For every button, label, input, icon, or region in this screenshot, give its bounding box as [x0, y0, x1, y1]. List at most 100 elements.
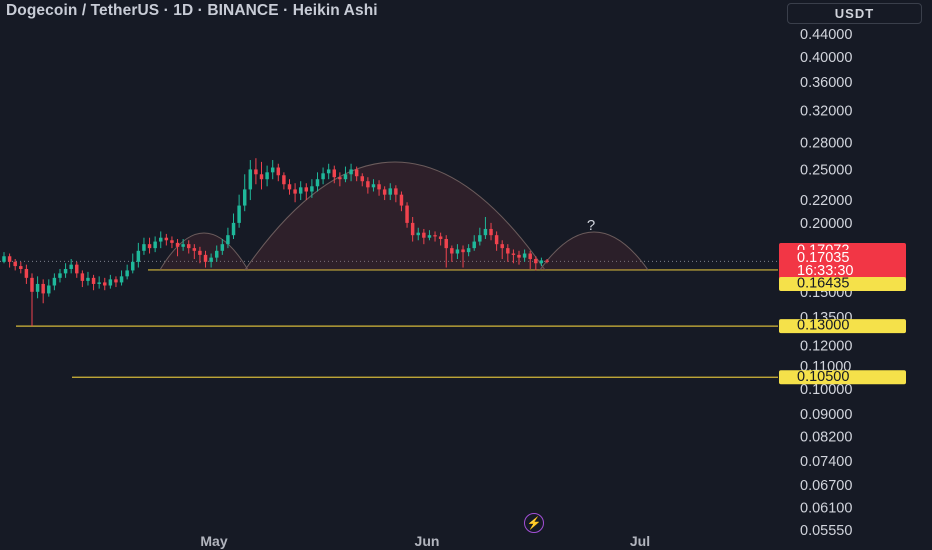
candle: [203, 250, 208, 268]
left-shoulder-arc: [159, 232, 249, 271]
candle-body: [545, 260, 549, 262]
candle-body: [444, 238, 448, 249]
candle: [433, 231, 437, 242]
candle-body: [19, 266, 23, 269]
candle-body: [147, 244, 152, 249]
candle-body: [326, 169, 331, 174]
candle-body: [506, 248, 510, 254]
candle: [19, 261, 23, 274]
candle-body: [114, 279, 118, 283]
candle: [187, 240, 191, 254]
y-tick-label: 0.05550: [800, 523, 852, 539]
candle-body: [142, 244, 146, 251]
candle-body: [478, 235, 482, 242]
candle-body: [192, 248, 197, 251]
candle: [24, 264, 29, 284]
candle: [298, 181, 303, 201]
candle: [472, 235, 476, 251]
candle-body: [108, 279, 113, 286]
candle: [438, 232, 443, 246]
candle-body: [265, 172, 269, 180]
candle: [242, 174, 247, 212]
annotation-question-mark: ?: [587, 217, 595, 234]
candle-body: [242, 189, 247, 206]
candle-body: [366, 181, 370, 188]
candle: [506, 244, 510, 262]
candle-body: [119, 276, 124, 283]
candle: [332, 165, 337, 184]
candle-body: [170, 240, 174, 243]
candle: [534, 256, 538, 271]
candle: [360, 173, 364, 187]
y-tick-label: 0.06700: [800, 478, 852, 494]
candle: [86, 271, 90, 286]
candle: [422, 228, 426, 245]
candle-body: [310, 186, 314, 192]
candle-body: [52, 277, 57, 286]
candle-body: [438, 236, 443, 239]
candle: [276, 163, 281, 182]
flash-icon[interactable]: ⚡: [524, 513, 544, 533]
candle: [231, 213, 236, 239]
y-tick-label: 0.28000: [800, 135, 852, 151]
candle: [198, 246, 202, 264]
candle-body: [427, 235, 432, 238]
chart-title: Dogecoin / TetherUS · 1D · BINANCE · Hei…: [6, 2, 378, 19]
candle-body: [494, 235, 499, 245]
candle: [455, 244, 460, 260]
candle: [35, 276, 40, 299]
candle-body: [304, 187, 309, 192]
candle: [528, 250, 532, 269]
candle: [30, 273, 34, 327]
countdown-text: 16:33:30: [797, 263, 853, 279]
candle: [371, 179, 376, 192]
candle: [338, 172, 342, 187]
candle-body: [69, 264, 73, 269]
candle-body: [388, 188, 392, 195]
candle-body: [287, 184, 292, 190]
candle-body: [377, 184, 381, 190]
candle-body: [422, 232, 426, 238]
y-tick-label: 0.25000: [800, 162, 852, 178]
candle-body: [7, 256, 12, 262]
candle: [450, 245, 454, 262]
candle-body: [410, 222, 415, 236]
x-tick-label: Jul: [630, 533, 650, 549]
candle: [2, 252, 6, 264]
candle: [539, 257, 544, 267]
support-1-badge: 0.16435: [779, 276, 906, 292]
candle: [69, 259, 73, 274]
candle: [287, 179, 292, 195]
y-tick-label: 0.40000: [800, 50, 852, 66]
candle-body: [522, 253, 527, 258]
candle-body: [30, 277, 34, 292]
candle: [41, 279, 45, 304]
candle: [270, 160, 275, 180]
support-3-badge: 0.10500: [779, 369, 906, 385]
candle-body: [293, 189, 297, 194]
candle-body: [41, 283, 45, 294]
candle-body: [354, 169, 359, 177]
candle-body: [539, 260, 544, 264]
y-tick-label: 0.44000: [800, 27, 852, 43]
currency-button[interactable]: USDT: [787, 3, 922, 24]
candle: [416, 227, 420, 241]
candle: [410, 216, 415, 242]
candle-body: [209, 257, 213, 262]
candle: [466, 244, 471, 257]
candle: [349, 163, 353, 182]
candle-body: [315, 179, 320, 187]
candle-body: [394, 188, 398, 195]
candle: [343, 166, 348, 183]
candle: [136, 242, 141, 268]
candle-body: [214, 250, 219, 258]
candle-body: [164, 237, 169, 241]
candle: [489, 222, 493, 241]
candle: [265, 165, 269, 187]
candle-body: [511, 253, 516, 255]
candle: [147, 237, 152, 254]
candle: [80, 270, 85, 288]
candle: [321, 167, 325, 185]
